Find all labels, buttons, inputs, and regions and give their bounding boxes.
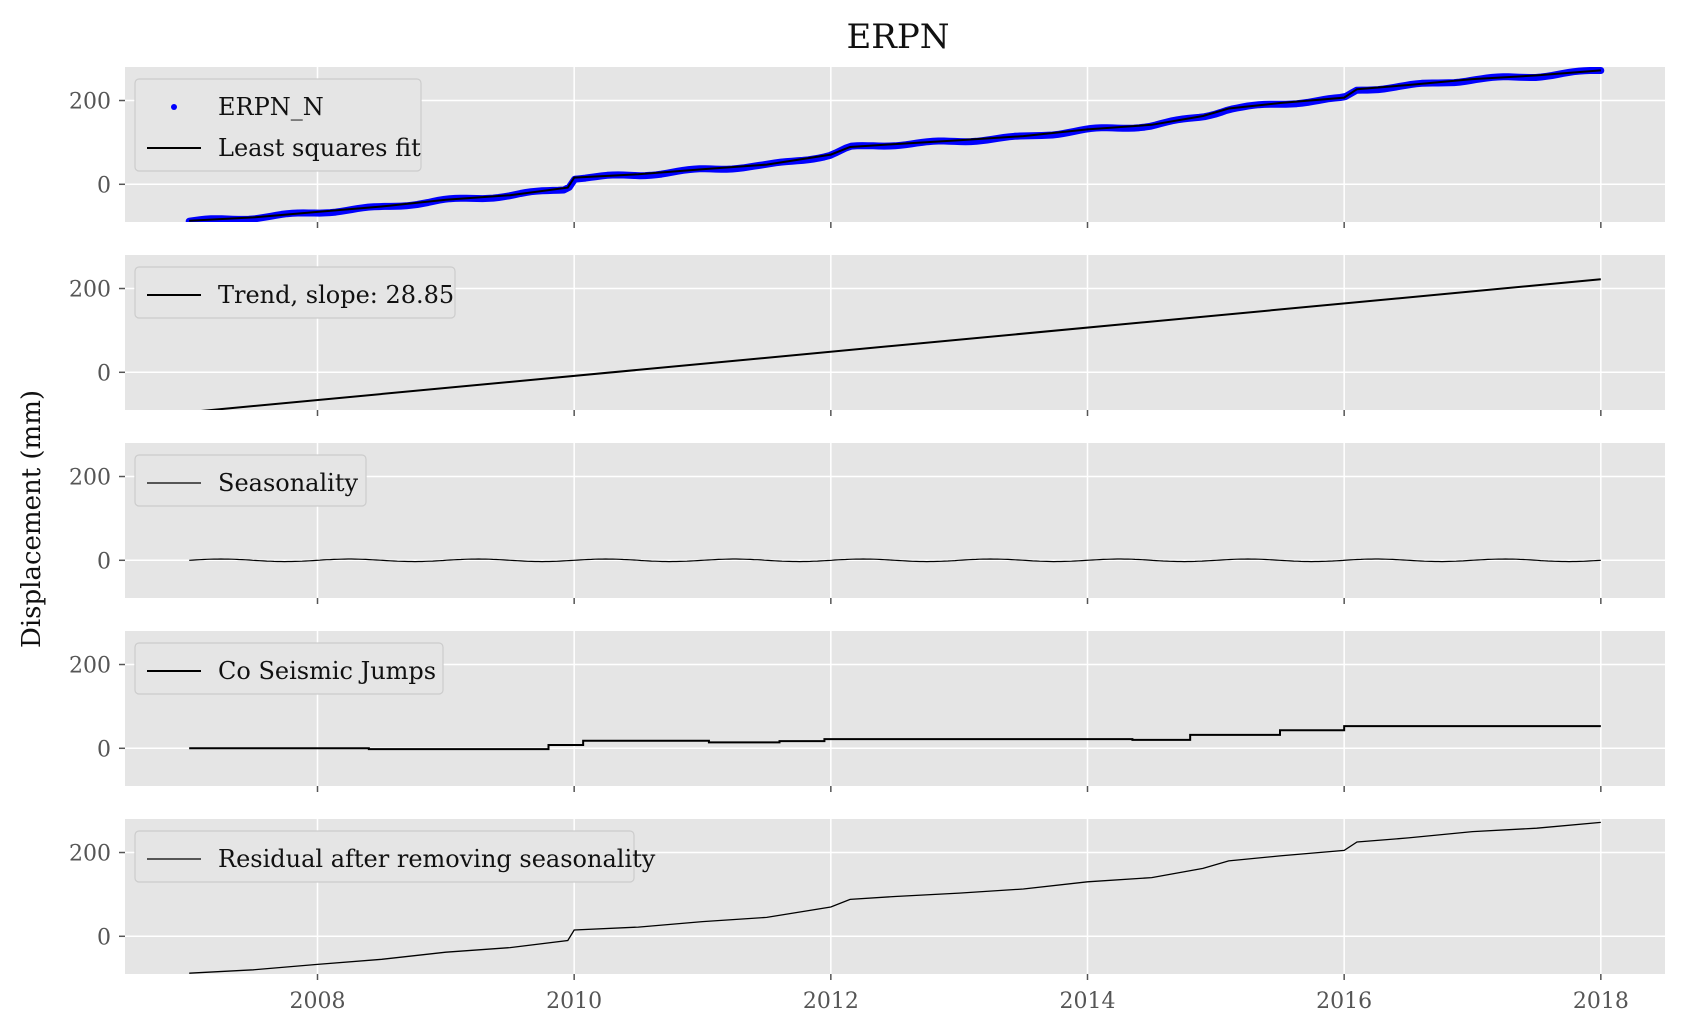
legend-entry-label: Co Seismic Jumps <box>218 657 436 685</box>
axes-background <box>125 443 1665 598</box>
legend-marker-points <box>171 104 177 110</box>
legend-box <box>134 454 367 507</box>
legend-box <box>134 830 635 883</box>
subplot-residual: 0 200 Residual after removing seasonality 2… <box>69 819 1665 1014</box>
legend-entry-label: Residual after removing seasonality <box>218 845 656 873</box>
y-tick-label: 0 <box>97 737 111 762</box>
x-tick-label: 2012 <box>803 989 859 1014</box>
legend-entry-label: ERPN_N <box>218 93 324 121</box>
subplots: 0 200 ERPN_N Least squares fit 0 200 Trend, sl… <box>69 67 1665 1014</box>
subplot-observed: 0 200 ERPN_N Least squares fit <box>69 67 1665 228</box>
plot-area <box>185 67 1605 222</box>
legend-box <box>134 642 444 695</box>
legend-box <box>134 78 422 172</box>
x-tick-label: 2016 <box>1316 989 1372 1014</box>
y-tick-label: 200 <box>69 278 111 303</box>
plot-area <box>189 725 1601 751</box>
y-tick-label: 0 <box>97 549 111 574</box>
y-tick-label: 0 <box>97 173 111 198</box>
plot-area <box>189 821 1601 974</box>
y-tick-label: 200 <box>69 90 111 115</box>
y-tick-label: 200 <box>69 654 111 679</box>
x-tick-label: 2010 <box>546 989 602 1014</box>
legend-box <box>134 266 456 319</box>
y-tick-label: 200 <box>69 842 111 867</box>
plot-area <box>189 558 1601 563</box>
legend-entry-label: Seasonality <box>218 469 358 497</box>
x-tick-label: 2014 <box>1060 989 1116 1014</box>
series-line-residual <box>189 821 1601 974</box>
subplot-jumps: 0 200 Co Seismic Jumps <box>69 631 1665 792</box>
y-tick-label: 200 <box>69 466 111 491</box>
observed-points <box>185 67 1605 222</box>
series-line-trend <box>200 278 1601 410</box>
x-tick-label: 2018 <box>1573 989 1629 1014</box>
y-axis-label: Displacement (mm) <box>17 390 47 648</box>
plot-area <box>200 278 1601 410</box>
series-line-jumps <box>189 725 1601 751</box>
series-line-observed <box>189 69 1601 222</box>
chart-title: ERPN <box>846 17 949 57</box>
legend-entry-label: Trend, slope: 28.85 <box>218 281 454 309</box>
legend-entry-label: Least squares fit <box>218 134 421 162</box>
subplot-trend: 0 200 Trend, slope: 28.85 <box>69 255 1665 416</box>
y-tick-label: 0 <box>97 361 111 386</box>
y-tick-label: 0 <box>97 925 111 950</box>
x-tick-label: 2008 <box>290 989 346 1014</box>
series-line-seasonality <box>189 558 1601 563</box>
subplot-seasonality: 0 200 Seasonality <box>69 443 1665 604</box>
